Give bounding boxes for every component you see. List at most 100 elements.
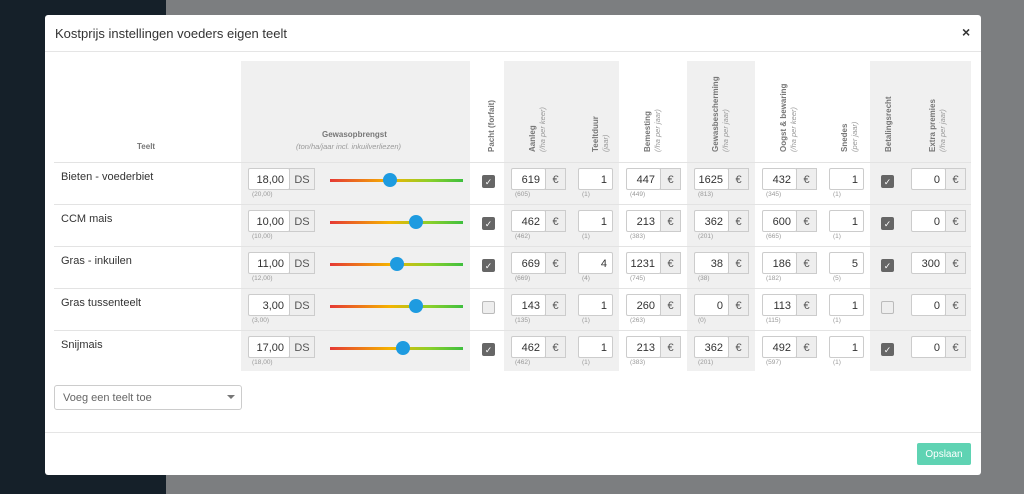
yield-input[interactable]: 10,00: [248, 210, 290, 232]
number-input[interactable]: 0: [694, 294, 729, 316]
checkbox[interactable]: ✓: [881, 259, 894, 272]
default-hint: (135): [515, 317, 531, 324]
default-hint: (1): [582, 317, 590, 324]
currency-addon: €: [945, 210, 966, 232]
number-input[interactable]: 669: [511, 252, 546, 274]
yield-input[interactable]: 11,00: [248, 252, 290, 274]
number-input[interactable]: 186: [762, 252, 797, 274]
yield-default: (12,00): [252, 275, 273, 282]
checkbox[interactable]: ✓: [482, 259, 495, 272]
number-input[interactable]: 5: [829, 252, 864, 274]
header-sub: (/ha per jaar): [721, 109, 730, 152]
number-input[interactable]: 1: [578, 294, 613, 316]
header-label: Teeltduur: [591, 116, 600, 152]
number-input[interactable]: 4: [578, 252, 613, 274]
header-label: Bemesting: [643, 111, 652, 152]
number-input[interactable]: 600: [762, 210, 797, 232]
number-input[interactable]: 462: [511, 336, 546, 358]
crop-name: Bieten - voederbiet: [61, 171, 154, 183]
number-input[interactable]: 0: [911, 336, 946, 358]
close-button[interactable]: ×: [962, 24, 971, 40]
number-input[interactable]: 300: [911, 252, 946, 274]
default-hint: (383): [630, 233, 646, 240]
currency-addon: €: [796, 210, 817, 232]
checkbox[interactable]: ✓: [482, 343, 495, 356]
number-input[interactable]: 1: [829, 294, 864, 316]
number-input[interactable]: 447: [626, 168, 661, 190]
number-input[interactable]: 1: [829, 336, 864, 358]
default-hint: (1): [833, 233, 841, 240]
divider: [45, 51, 981, 52]
yield-input[interactable]: 3,00: [248, 294, 290, 316]
checkbox[interactable]: ✓: [881, 343, 894, 356]
default-hint: (1): [833, 191, 841, 198]
number-input[interactable]: 0: [911, 168, 946, 190]
number-input[interactable]: 1: [578, 210, 613, 232]
currency-addon: €: [728, 252, 749, 274]
number-input[interactable]: 1: [829, 210, 864, 232]
header-label: Snedes: [840, 123, 849, 152]
header-sub: (/ha per jaar): [938, 109, 947, 152]
number-input[interactable]: 0: [911, 294, 946, 316]
divider: [45, 432, 981, 433]
checkbox[interactable]: [482, 301, 495, 314]
checkbox[interactable]: ✓: [881, 217, 894, 230]
yield-input[interactable]: 17,00: [248, 336, 290, 358]
select-caret: [227, 395, 235, 399]
yield-input[interactable]: 18,00: [248, 168, 290, 190]
default-hint: (1): [582, 359, 590, 366]
header-label: Oogst & bewaring: [779, 83, 788, 152]
default-hint: (745): [630, 275, 646, 282]
default-hint: (1): [582, 233, 590, 240]
checkbox[interactable]: ✓: [482, 217, 495, 230]
number-input[interactable]: 260: [626, 294, 661, 316]
yield-unit: DS: [289, 210, 315, 232]
number-input[interactable]: 362: [694, 336, 729, 358]
number-input[interactable]: 432: [762, 168, 797, 190]
row-divider: [54, 330, 971, 331]
checkbox[interactable]: ✓: [482, 175, 495, 188]
number-input[interactable]: 213: [626, 336, 661, 358]
number-input[interactable]: 1: [578, 336, 613, 358]
row-divider: [54, 162, 971, 163]
default-hint: (1): [833, 317, 841, 324]
modal-title: Kostprijs instellingen voeders eigen tee…: [55, 26, 287, 41]
row-divider: [54, 246, 971, 247]
number-input[interactable]: 1231: [626, 252, 661, 274]
number-input[interactable]: 619: [511, 168, 546, 190]
header-label: Pacht (forfait): [487, 100, 496, 152]
header-sub: (jaar): [601, 134, 610, 152]
number-input[interactable]: 113: [762, 294, 797, 316]
currency-addon: €: [796, 168, 817, 190]
number-input[interactable]: 362: [694, 210, 729, 232]
number-input[interactable]: 1: [829, 168, 864, 190]
number-input[interactable]: 1625: [694, 168, 729, 190]
number-input[interactable]: 1: [578, 168, 613, 190]
save-button[interactable]: Opslaan: [917, 443, 971, 465]
header-sub: (/ha per keer): [789, 106, 798, 152]
currency-addon: €: [545, 294, 566, 316]
slider-thumb[interactable]: [409, 215, 424, 229]
default-hint: (263): [630, 317, 646, 324]
currency-addon: €: [945, 168, 966, 190]
default-hint: (1): [582, 191, 590, 198]
slider-thumb[interactable]: [396, 341, 411, 355]
default-hint: (4): [582, 275, 590, 282]
slider-thumb[interactable]: [409, 299, 424, 313]
default-hint: (383): [630, 359, 646, 366]
number-input[interactable]: 462: [511, 210, 546, 232]
number-input[interactable]: 0: [911, 210, 946, 232]
default-hint: (449): [630, 191, 646, 198]
add-crop-select[interactable]: Voeg een teelt toe: [54, 385, 242, 410]
slider-thumb[interactable]: [389, 257, 404, 271]
number-input[interactable]: 492: [762, 336, 797, 358]
number-input[interactable]: 213: [626, 210, 661, 232]
yield-default: (20,00): [252, 191, 273, 198]
number-input[interactable]: 143: [511, 294, 546, 316]
number-input[interactable]: 38: [694, 252, 729, 274]
header-sub: (/ha per keer): [538, 106, 547, 152]
checkbox[interactable]: [881, 301, 894, 314]
checkbox[interactable]: ✓: [881, 175, 894, 188]
slider-thumb[interactable]: [382, 173, 397, 187]
yield-default: (3,00): [252, 317, 269, 324]
